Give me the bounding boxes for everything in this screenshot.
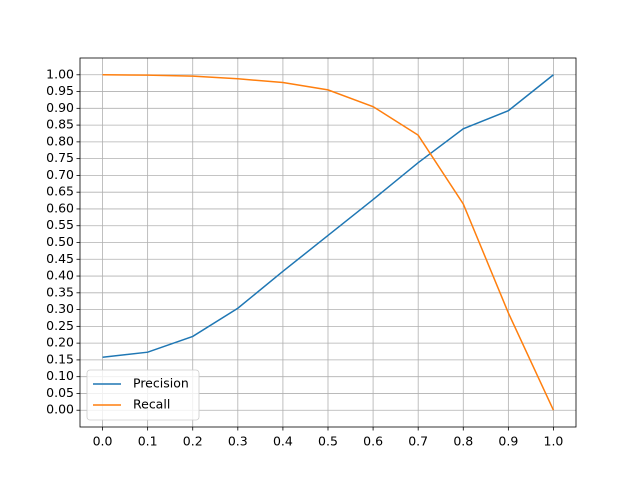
y-tick-label: 0.30 (46, 301, 74, 316)
legend-box (86, 369, 200, 421)
x-tick-label: 0.2 (183, 434, 203, 449)
y-tick-label: 0.70 (46, 167, 74, 182)
y-tick-label: 0.55 (46, 217, 74, 232)
y-tick-label: 0.20 (46, 335, 74, 350)
y-tick-label: 0.40 (46, 268, 74, 283)
y-tick-label: 0.60 (46, 200, 74, 215)
y-tick-label: 0.25 (46, 318, 74, 333)
x-tick-label: 0.4 (273, 434, 293, 449)
y-tick-label: 0.95 (46, 83, 74, 98)
axes-frame (79, 57, 577, 428)
y-tick-label: 0.05 (46, 385, 74, 400)
data-line (102, 74, 555, 411)
y-tick-label: 0.75 (46, 150, 74, 165)
y-tick-label: 0.90 (46, 100, 74, 115)
y-tick-label: 0.00 (46, 402, 74, 417)
x-tick-label: 0.6 (363, 434, 383, 449)
legend-label: Recall (133, 397, 170, 412)
legend-label: Precision (133, 376, 189, 391)
y-tick-label: 0.85 (46, 117, 74, 132)
x-tick-label: 1.0 (544, 434, 564, 449)
x-tick-label: 0.7 (408, 434, 428, 449)
y-tick-label: 0.50 (46, 234, 74, 249)
data-line (102, 74, 554, 358)
y-tick-label: 0.45 (46, 251, 74, 266)
y-tick-label: 0.10 (46, 368, 74, 383)
y-tick-label: 0.35 (46, 284, 74, 299)
y-tick-label: 0.65 (46, 184, 74, 199)
x-tick-label: 0.3 (228, 434, 248, 449)
x-tick-label: 0.0 (93, 434, 113, 449)
y-tick-label: 0.15 (46, 351, 74, 366)
x-tick-label: 0.8 (453, 434, 473, 449)
y-tick-label: 1.00 (46, 66, 74, 81)
x-tick-label: 0.5 (318, 434, 338, 449)
y-tick-label: 0.80 (46, 133, 74, 148)
x-tick-label: 0.9 (498, 434, 518, 449)
x-tick-label: 0.1 (138, 434, 158, 449)
